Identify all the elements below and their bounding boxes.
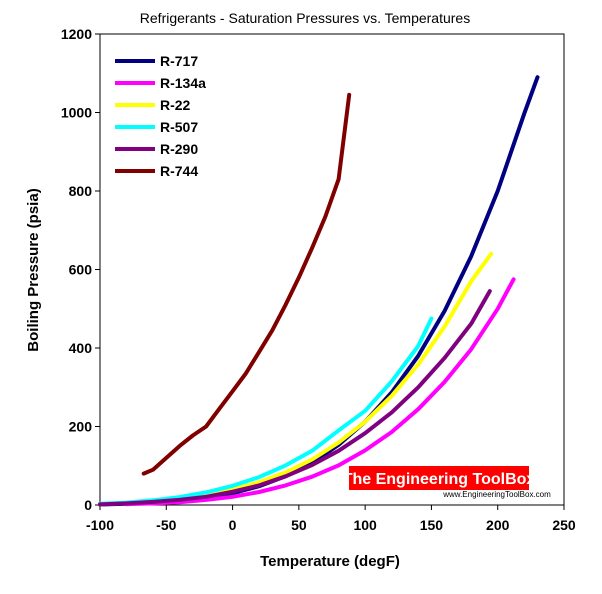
series-line-r-290: [98, 289, 492, 507]
watermark: The Engineering ToolBox www.EngineeringT…: [343, 466, 551, 499]
axes: 0 200 400 600 800 1000 1200 -100 -50 0 50 100 150 200…: [61, 26, 576, 533]
y-tick-label: 400: [69, 340, 93, 356]
y-tick-label: 800: [69, 183, 93, 199]
x-tick-label: 0: [229, 517, 237, 533]
legend-label-r-744: R-744: [160, 163, 198, 179]
series-line-r-134a: [124, 277, 516, 507]
legend: R-717 R-134a R-22 R-507 R-290 R-744: [115, 53, 206, 179]
y-tick-label: 600: [69, 262, 93, 278]
watermark-background: [349, 466, 529, 490]
x-tick-label: 100: [353, 517, 377, 533]
x-tick-label: -50: [156, 517, 176, 533]
x-tick-label: -100: [86, 517, 114, 533]
y-axis-label: Boiling Pressure (psia): [25, 188, 42, 351]
y-tick-label: 1000: [61, 105, 92, 121]
legend-label-r-717: R-717: [160, 53, 198, 69]
legend-label-r-290: R-290: [160, 141, 198, 157]
x-axis-label: Temperature (degF): [260, 553, 400, 570]
watermark-title: The Engineering ToolBox: [343, 471, 536, 488]
x-tick-label: 200: [486, 517, 510, 533]
y-tick-label: 200: [69, 419, 93, 435]
legend-label-r-22: R-22: [160, 97, 191, 113]
legend-label-r-507: R-507: [160, 119, 198, 135]
x-tick-label: 50: [291, 517, 307, 533]
watermark-url: www.EngineeringToolBox.com: [442, 490, 551, 499]
x-tick-label: 250: [552, 517, 576, 533]
x-tick-label: 150: [420, 517, 444, 533]
y-tick-label: 1200: [61, 26, 92, 42]
chart-title: Refrigerants - Saturation Pressures vs. …: [140, 10, 470, 26]
series-line-r-744: [141, 92, 352, 476]
y-tick-label: 0: [84, 497, 92, 513]
series-layer: [98, 75, 540, 507]
legend-label-r-134a: R-134a: [160, 75, 206, 91]
